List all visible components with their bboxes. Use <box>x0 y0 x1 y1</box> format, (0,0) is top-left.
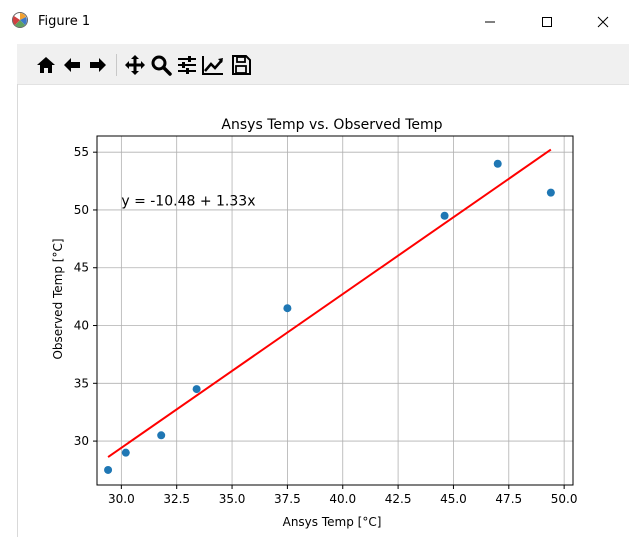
data-point <box>440 211 449 220</box>
x-ticks: 30.0 32.5 35.0 37.5 40.0 42.5 45.0 47.5 50.0 <box>108 485 578 506</box>
zoom-button[interactable] <box>148 52 174 78</box>
close-button[interactable] <box>580 0 626 44</box>
y-tick-label: 50 <box>74 203 89 217</box>
home-icon <box>37 57 55 73</box>
edit-axis-icon <box>202 56 223 75</box>
window-titlebar: Figure 1 <box>0 0 629 44</box>
x-tick-label: 50.0 <box>551 492 578 506</box>
configure-subplots-button[interactable] <box>174 52 200 78</box>
forward-button[interactable] <box>85 52 111 78</box>
x-tick-label: 42.5 <box>385 492 412 506</box>
navigation-toolbar <box>17 44 629 85</box>
save-button[interactable] <box>228 52 254 78</box>
data-point <box>493 159 502 168</box>
regression-equation: y = -10.48 + 1.33x <box>121 193 255 209</box>
regression-line <box>107 148 552 458</box>
home-button[interactable] <box>33 52 59 78</box>
y-tick-label: 35 <box>74 376 89 390</box>
scatter-chart[interactable]: Ansys Temp vs. Observed Temp 30.0 32.5 35.… <box>0 84 629 537</box>
y-tick-label: 45 <box>74 261 89 275</box>
fit-line-layer <box>107 148 552 458</box>
save-icon <box>232 55 251 75</box>
window-left-border <box>17 84 18 537</box>
data-point <box>104 465 113 474</box>
y-tick-label: 40 <box>74 319 89 333</box>
data-point <box>192 385 201 394</box>
minimize-icon <box>485 21 495 23</box>
pan-button[interactable] <box>122 52 148 78</box>
y-axis-label: Observed Temp [°C] <box>51 238 65 359</box>
toolbar-separator <box>116 54 117 76</box>
back-button[interactable] <box>59 52 85 78</box>
matplotlib-app-icon <box>12 12 28 28</box>
x-tick-label: 47.5 <box>495 492 522 506</box>
back-arrow-icon <box>64 58 80 72</box>
y-tick-label: 30 <box>74 434 89 448</box>
x-tick-label: 32.5 <box>163 492 190 506</box>
maximize-button[interactable] <box>524 0 570 44</box>
edit-axis-button[interactable] <box>200 52 226 78</box>
data-point <box>283 304 292 313</box>
chart-title: Ansys Temp vs. Observed Temp <box>221 117 442 133</box>
minimize-button[interactable] <box>467 0 513 44</box>
x-tick-label: 40.0 <box>329 492 356 506</box>
zoom-icon <box>151 55 172 76</box>
subplots-config-icon <box>178 56 196 74</box>
points-layer <box>104 159 555 474</box>
maximize-icon <box>542 17 552 27</box>
x-tick-label: 45.0 <box>440 492 467 506</box>
figure-canvas[interactable]: Ansys Temp vs. Observed Temp 30.0 32.5 35.… <box>0 84 629 537</box>
grid <box>97 136 573 485</box>
close-icon <box>597 16 609 28</box>
window-title: Figure 1 <box>38 14 91 29</box>
forward-arrow-icon <box>90 58 106 72</box>
x-tick-label: 35.0 <box>219 492 246 506</box>
pan-icon <box>125 55 145 75</box>
x-tick-label: 37.5 <box>274 492 301 506</box>
y-ticks: 30 35 40 45 50 55 <box>74 145 97 448</box>
data-point <box>121 448 130 457</box>
y-tick-label: 55 <box>74 145 89 159</box>
x-tick-label: 30.0 <box>108 492 135 506</box>
data-point <box>157 431 166 440</box>
data-point <box>546 188 555 197</box>
axes-frame <box>96 135 574 486</box>
x-axis-label: Ansys Temp [°C] <box>283 515 382 529</box>
